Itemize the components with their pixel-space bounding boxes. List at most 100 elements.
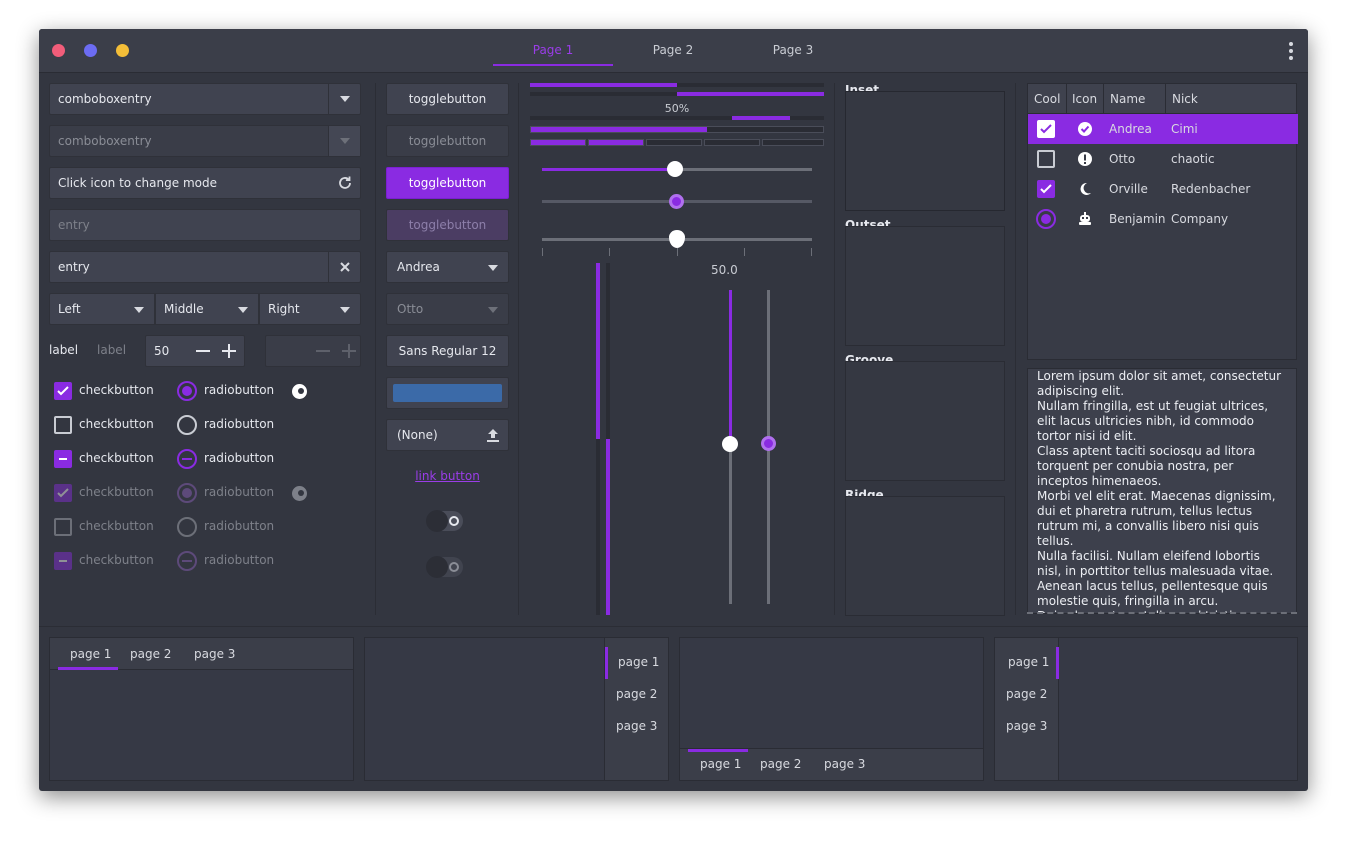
nb2-tab-1[interactable]: page 1 [618, 655, 660, 669]
text-view-content: Lorem ipsum dolor sit amet, consectetur … [1037, 369, 1282, 613]
close-window-button[interactable] [52, 44, 65, 57]
nb1-tab-2[interactable]: page 2 [130, 647, 172, 661]
switch-off[interactable] [426, 510, 463, 532]
slider-handle[interactable] [669, 194, 684, 209]
slider-handle[interactable] [667, 161, 683, 177]
notebook-bottom: page 1 page 2 page 3 [679, 637, 984, 781]
combo-middle[interactable]: Middle [155, 293, 259, 325]
tree-header-nick[interactable]: Nick [1172, 92, 1198, 106]
hscale-marks[interactable] [542, 230, 812, 256]
chevron-down-icon [340, 307, 350, 313]
clear-entry-button[interactable] [328, 252, 360, 282]
link-button[interactable]: link button [415, 469, 480, 483]
radio-small-indicator[interactable] [292, 384, 307, 399]
nb1-tab-1[interactable]: page 1 [70, 647, 112, 661]
nb1-tab-3[interactable]: page 3 [194, 647, 236, 661]
entry-placeholder-field[interactable]: entry [49, 209, 361, 241]
hscale-2[interactable] [542, 194, 812, 209]
font-button[interactable]: Sans Regular 12 [386, 335, 509, 367]
tree-nick: Cimi [1171, 122, 1198, 136]
slider-handle[interactable] [669, 230, 685, 248]
togglebutton-2-disabled: togglebutton [386, 125, 509, 157]
togglebutton-1[interactable]: togglebutton [386, 83, 509, 115]
vscale-1[interactable] [722, 290, 738, 604]
refresh-icon[interactable] [337, 175, 353, 191]
header-bar: Page 1 Page 2 Page 3 [39, 29, 1308, 73]
nb2-tab-2[interactable]: page 2 [616, 687, 658, 701]
minus-icon[interactable] [196, 350, 210, 352]
radio-selected-disabled [177, 483, 197, 503]
radio-selected[interactable] [177, 381, 197, 401]
vscale-2[interactable] [761, 290, 776, 604]
tree-row[interactable]: Orville Redenbacher [1028, 174, 1298, 204]
chevron-down-icon [488, 307, 498, 313]
tree-row[interactable]: Andrea Cimi [1028, 114, 1298, 144]
tab-page-3[interactable]: Page 3 [772, 43, 814, 57]
checkbox-unchecked[interactable] [54, 416, 72, 434]
vscale-value: 50.0 [711, 263, 738, 277]
checkbox-mixed-disabled [54, 552, 72, 570]
combo-right[interactable]: Right [259, 293, 361, 325]
robot-icon [1079, 212, 1091, 225]
nb4-tab-2[interactable]: page 2 [1006, 687, 1048, 701]
checkbox-checked[interactable] [54, 382, 72, 400]
plus-icon[interactable] [222, 344, 236, 358]
hscale-1[interactable] [542, 161, 812, 177]
tree-header-cool[interactable]: Cool [1034, 92, 1061, 106]
radio-unselected[interactable] [177, 415, 197, 435]
gtk-widget-factory-window: Page 1 Page 2 Page 3 comboboxentry combo… [39, 29, 1308, 791]
comboboxentry-1[interactable]: comboboxentry [49, 83, 361, 115]
nb2-tab-3[interactable]: page 3 [616, 719, 658, 733]
notebook-left-tabs: page 1 page 2 page 3 [995, 638, 1059, 780]
combo-left[interactable]: Left [49, 293, 155, 325]
spin-button-disabled [265, 335, 361, 367]
kebab-menu-icon[interactable] [1288, 42, 1294, 60]
frame-groove [845, 361, 1005, 481]
tree-header-name[interactable]: Name [1110, 92, 1146, 106]
checkbox-checked-disabled [54, 484, 72, 502]
chevron-down-icon [340, 138, 350, 144]
text-view[interactable]: Lorem ipsum dolor sit amet, consectetur … [1027, 368, 1297, 614]
tree-header-icon[interactable]: Icon [1072, 92, 1098, 106]
cool-checkbox-checked[interactable] [1037, 120, 1055, 138]
togglebutton-3-active[interactable]: togglebutton [386, 167, 509, 199]
maximize-window-button[interactable] [116, 44, 129, 57]
nb3-tab-1[interactable]: page 1 [700, 757, 742, 771]
comboboxentry-1-text: comboboxentry [58, 92, 152, 106]
nb3-tab-3[interactable]: page 3 [824, 757, 866, 771]
file-chooser-button[interactable]: (None) [386, 419, 509, 451]
close-icon [340, 262, 350, 272]
nb4-tab-3[interactable]: page 3 [1006, 719, 1048, 733]
frame-outset [845, 226, 1005, 346]
notebook-top-tabs: page 1 page 2 page 3 [50, 638, 353, 670]
moon-icon [1080, 182, 1091, 195]
chevron-down-icon [488, 265, 498, 271]
tree-row[interactable]: Benjamin Company [1028, 204, 1298, 234]
tree-nick: Redenbacher [1171, 182, 1251, 196]
cool-radio[interactable] [1036, 209, 1056, 229]
tab-page-2[interactable]: Page 2 [652, 43, 694, 57]
cool-checkbox-checked[interactable] [1037, 180, 1055, 198]
checkbox-mixed[interactable] [54, 450, 72, 468]
tab-page-1[interactable]: Page 1 [493, 29, 613, 73]
nb4-tab-1[interactable]: page 1 [1008, 655, 1050, 669]
tree-row[interactable]: Otto chaotic [1028, 144, 1298, 174]
slider-handle[interactable] [722, 436, 738, 452]
check-circle-icon [1078, 122, 1092, 136]
combo-andrea[interactable]: Andrea [386, 251, 509, 283]
tree-name: Otto [1109, 152, 1136, 166]
combo-middle-label: Middle [164, 302, 204, 316]
entry-field[interactable]: entry [49, 251, 361, 283]
radiobutton-label: radiobutton [204, 417, 275, 431]
combo-dropdown-button[interactable] [328, 84, 360, 114]
color-button[interactable] [386, 377, 509, 409]
cool-checkbox-unchecked[interactable] [1037, 150, 1055, 168]
nb3-tab-2[interactable]: page 2 [760, 757, 802, 771]
spin-button[interactable]: 50 [145, 335, 245, 367]
minimize-window-button[interactable] [84, 44, 97, 57]
mode-entry[interactable]: Click icon to change mode [49, 167, 361, 199]
radio-mixed[interactable] [177, 449, 197, 469]
checkbutton-label: checkbutton [79, 417, 154, 431]
slider-handle[interactable] [761, 436, 776, 451]
radiobutton-label: radiobutton [204, 451, 275, 465]
